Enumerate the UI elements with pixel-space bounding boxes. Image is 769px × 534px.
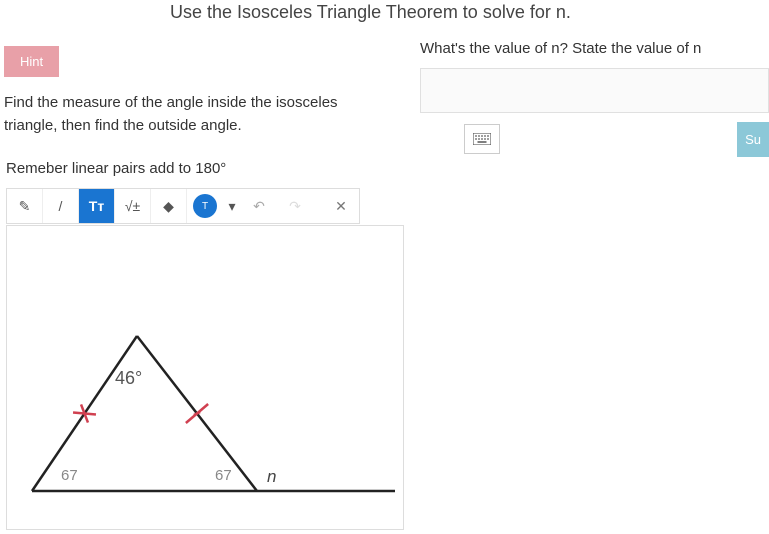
left-base-angle-label: 67 <box>61 467 78 484</box>
submit-button[interactable]: Su <box>737 122 769 157</box>
page-title: Use the Isosceles Triangle Theorem to so… <box>170 2 571 23</box>
apex-angle-label: 46° <box>115 368 142 389</box>
undo-button[interactable]: ↶ <box>241 189 277 223</box>
redo-button[interactable]: ↷ <box>277 189 313 223</box>
keyboard-button[interactable] <box>464 124 500 154</box>
dropdown-icon[interactable]: ▾ <box>223 189 241 223</box>
question-text: What's the value of n? State the value o… <box>420 40 701 57</box>
answer-input[interactable] <box>420 68 769 113</box>
triangle-figure <box>7 226 405 531</box>
close-button[interactable]: ✕ <box>323 189 359 223</box>
text-tool[interactable]: Tт <box>79 189 115 223</box>
pen-tool[interactable]: ✎ <box>7 189 43 223</box>
keyboard-icon <box>473 133 491 145</box>
math-tool[interactable]: √± <box>115 189 151 223</box>
hint-text: Find the measure of the angle inside the… <box>4 92 394 137</box>
right-base-angle-label: 67 <box>215 467 232 484</box>
line-tool[interactable]: / <box>43 189 79 223</box>
color-tool[interactable]: T <box>193 194 217 218</box>
eraser-tool[interactable]: ◆ <box>151 189 187 223</box>
remember-text: Remeber linear pairs add to 180° <box>6 160 226 177</box>
exterior-angle-label: n <box>267 467 276 487</box>
drawing-toolbar: ✎ / Tт √± ◆ T ▾ ↶ ↷ ✕ <box>6 188 360 224</box>
drawing-canvas[interactable]: 46° 67 67 n <box>6 225 404 530</box>
hint-button[interactable]: Hint <box>4 46 59 77</box>
